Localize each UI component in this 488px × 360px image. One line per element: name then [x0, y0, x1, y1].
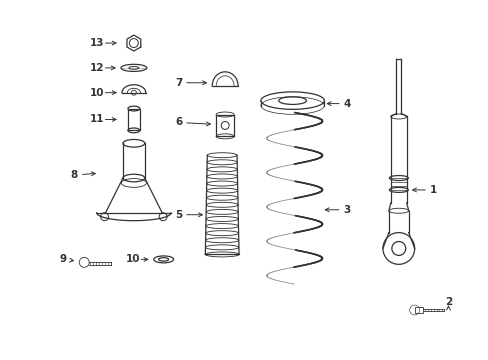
Text: 2: 2 — [444, 297, 451, 307]
Text: 8: 8 — [71, 170, 78, 180]
Text: 7: 7 — [175, 78, 182, 88]
Text: 3: 3 — [343, 205, 350, 215]
Text: 12: 12 — [90, 63, 104, 73]
Text: 13: 13 — [90, 38, 104, 48]
Text: 9: 9 — [60, 255, 67, 264]
Text: 1: 1 — [429, 185, 436, 195]
Text: 10: 10 — [90, 88, 104, 98]
Text: 4: 4 — [343, 99, 350, 109]
Text: 6: 6 — [175, 117, 182, 127]
Text: 10: 10 — [125, 255, 140, 264]
Text: 11: 11 — [90, 114, 104, 125]
Text: 5: 5 — [175, 210, 182, 220]
